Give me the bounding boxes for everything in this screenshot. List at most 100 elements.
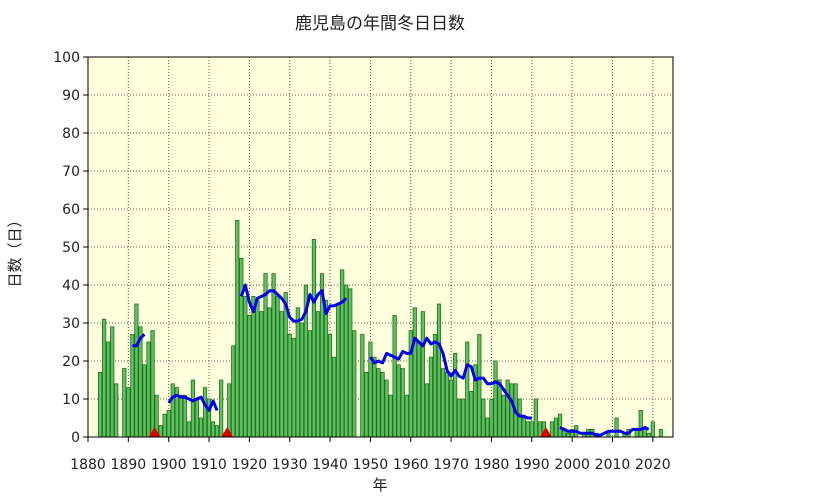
bar	[453, 352, 458, 438]
moving-average-series	[132, 283, 650, 437]
bar	[122, 368, 127, 438]
grid	[88, 57, 673, 437]
chart-title: 鹿児島の年間冬日日数	[295, 14, 465, 34]
bar	[525, 421, 530, 438]
bar	[283, 292, 288, 438]
bar	[198, 417, 204, 438]
bar	[231, 345, 236, 438]
bar	[267, 307, 272, 438]
bar	[235, 219, 240, 438]
bar	[368, 341, 373, 438]
bar	[493, 360, 498, 438]
bar	[130, 333, 135, 438]
bar	[424, 383, 429, 438]
x-tick-label: 1960	[393, 457, 429, 473]
bar	[384, 379, 389, 438]
bar	[380, 371, 385, 438]
bar	[553, 417, 559, 438]
bar	[352, 330, 357, 438]
bar	[311, 238, 317, 438]
bar	[457, 398, 462, 438]
x-tick-label: 1990	[514, 457, 550, 473]
bar	[642, 428, 647, 438]
bar	[291, 337, 296, 438]
bar	[166, 409, 171, 438]
bar	[400, 368, 405, 438]
bar	[404, 394, 409, 438]
y-tick-label: 70	[62, 164, 80, 180]
bar	[275, 295, 280, 438]
bar	[186, 421, 191, 438]
bar	[557, 413, 563, 438]
x-tick-label: 1940	[312, 457, 348, 473]
bar	[392, 314, 397, 438]
bar	[126, 387, 131, 438]
bar	[102, 318, 107, 438]
y-tick-label: 30	[62, 316, 80, 332]
marker-triangle	[539, 427, 552, 437]
bar	[566, 432, 571, 438]
bar	[215, 425, 220, 438]
bar	[182, 394, 187, 438]
y-tick-label: 100	[53, 50, 80, 66]
bar	[348, 288, 353, 438]
bar	[428, 356, 434, 438]
bar	[658, 428, 663, 438]
moving-average-line	[559, 426, 650, 437]
bar	[323, 299, 329, 438]
bar	[481, 398, 486, 438]
bar	[178, 394, 183, 438]
bar	[465, 341, 470, 438]
marker-triangle	[221, 427, 234, 437]
bar	[194, 398, 200, 438]
bar	[469, 390, 474, 438]
y-tick-label: 50	[62, 240, 80, 256]
bar	[239, 257, 244, 438]
x-tick-label: 2020	[635, 457, 671, 473]
axis-ticks: 0 10 20 30 40 50 60 70 80 90 100 1880 1890 1900 1910 19…	[53, 50, 670, 473]
bar	[219, 379, 224, 438]
bar	[106, 341, 111, 438]
bar	[279, 311, 284, 438]
x-tick-label: 1980	[474, 457, 510, 473]
bar	[420, 311, 425, 438]
bar	[142, 364, 147, 438]
bar	[251, 295, 256, 438]
bar	[485, 417, 490, 438]
bar	[650, 421, 655, 438]
bar	[299, 322, 304, 438]
y-tick-label: 80	[62, 126, 80, 142]
x-tick-label: 1950	[353, 457, 389, 473]
x-tick-label: 2000	[554, 457, 590, 473]
bar	[134, 303, 139, 438]
bar	[614, 417, 619, 438]
bar	[440, 368, 446, 438]
bar	[190, 379, 195, 438]
bar	[259, 311, 264, 438]
bar	[315, 311, 321, 438]
bar	[477, 333, 482, 438]
bar	[489, 398, 494, 438]
bar	[388, 394, 393, 438]
x-tick-label: 1970	[433, 457, 469, 473]
y-tick-label: 90	[62, 88, 80, 104]
bar	[340, 269, 345, 438]
bar	[505, 379, 510, 438]
y-tick-label: 10	[62, 392, 80, 408]
bar	[606, 432, 611, 438]
bar	[307, 330, 312, 438]
bar	[295, 307, 300, 438]
moving-average-line	[369, 336, 532, 420]
bar	[146, 341, 151, 438]
x-tick-label: 2010	[595, 457, 631, 473]
bar	[271, 273, 276, 438]
bar	[396, 364, 401, 438]
bar	[461, 398, 466, 438]
marker-triangle	[148, 427, 161, 437]
bar	[517, 398, 522, 438]
y-tick-label: 40	[62, 278, 80, 294]
bar	[449, 379, 454, 438]
bar	[150, 330, 155, 438]
bar	[646, 432, 651, 438]
